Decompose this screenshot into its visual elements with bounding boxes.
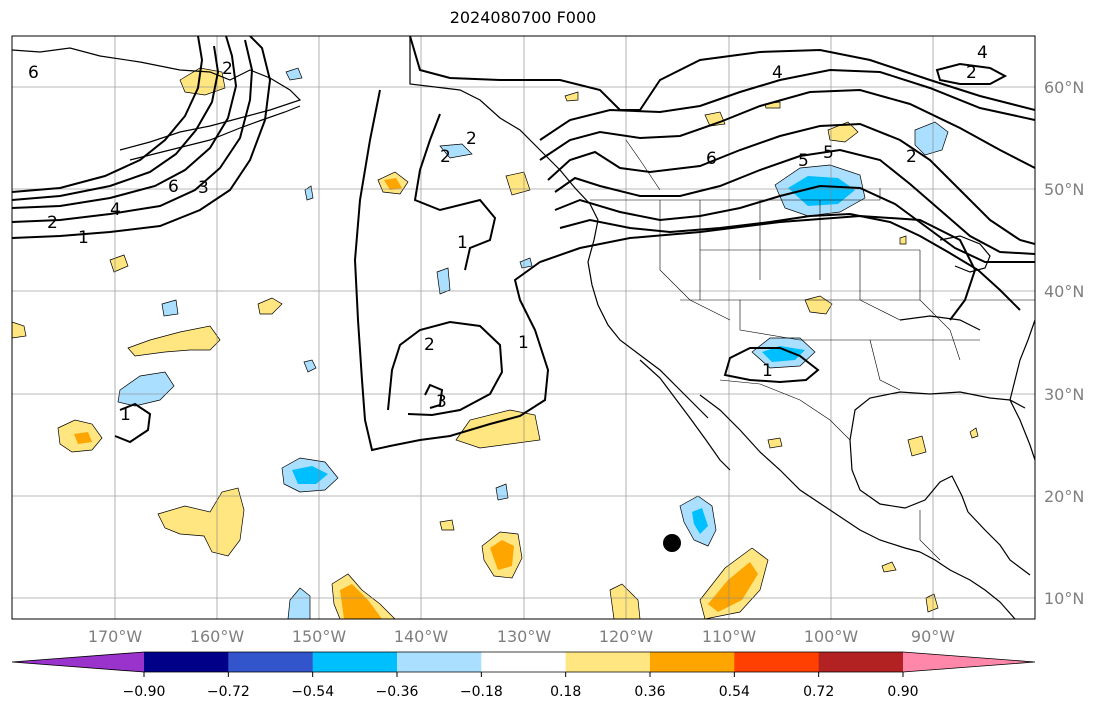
lat-label: 60°N bbox=[1044, 78, 1084, 97]
lon-label: 160°W bbox=[190, 627, 245, 646]
contour-label: 1 bbox=[457, 233, 468, 253]
contour-label: 2 bbox=[222, 59, 233, 79]
lat-label: 50°N bbox=[1044, 180, 1084, 199]
contour-label-group: 6 5 4 3 2 1 2 1 2 3 6 5 4 2 2 6 4 2 1 1 … bbox=[28, 43, 988, 425]
contour-label: 2 bbox=[906, 147, 917, 167]
contour-label: 4 bbox=[977, 43, 988, 63]
colorbar-tick-label: −0.54 bbox=[291, 684, 334, 700]
colorbar-segment bbox=[397, 652, 482, 672]
colorbar-extend-high bbox=[903, 652, 1035, 672]
colorbar-tick-label: 0.90 bbox=[887, 684, 918, 700]
colorbar-tick-label: 0.18 bbox=[550, 684, 581, 700]
contour-label: 6 bbox=[168, 177, 179, 197]
colorbar-tick-label: −0.36 bbox=[376, 684, 419, 700]
contour-label: 1 bbox=[120, 405, 131, 425]
longitude-labels: 170°W 160°W 150°W 140°W 130°W 120°W 110°… bbox=[88, 627, 955, 646]
lon-label: 90°W bbox=[911, 627, 955, 646]
colorbar-segment bbox=[734, 652, 820, 672]
lon-label: 120°W bbox=[599, 627, 654, 646]
lat-label: 30°N bbox=[1044, 385, 1084, 404]
lon-label: 170°W bbox=[88, 627, 143, 646]
lon-label: 110°W bbox=[702, 627, 757, 646]
map-frame bbox=[11, 35, 1036, 620]
colorbar-segment bbox=[312, 652, 398, 672]
contour-label: 1 bbox=[78, 228, 89, 248]
location-marker bbox=[663, 534, 681, 552]
lon-label: 140°W bbox=[394, 627, 449, 646]
contour-label: 6 bbox=[706, 149, 717, 169]
contour-label: 6 bbox=[28, 63, 39, 83]
contour-label: 2 bbox=[440, 147, 451, 167]
contour-label: 2 bbox=[966, 63, 977, 83]
latitude-labels: 60°N 50°N 40°N 30°N 20°N 10°N bbox=[1044, 78, 1084, 608]
lon-label: 130°W bbox=[497, 627, 552, 646]
contour-label: 2 bbox=[424, 335, 435, 355]
contour-label: 2 bbox=[47, 213, 58, 233]
contour-label: 4 bbox=[772, 63, 783, 83]
borders bbox=[590, 139, 1035, 561]
colorbar-tick-label: −0.90 bbox=[123, 684, 166, 700]
contour-label: 5 bbox=[798, 151, 809, 171]
contour-label: 1 bbox=[518, 333, 529, 353]
lon-label: 100°W bbox=[804, 627, 859, 646]
lat-label: 10°N bbox=[1044, 589, 1084, 608]
contour-label: 2 bbox=[466, 129, 477, 149]
colorbar: −0.90 −0.72 −0.54 −0.36 −0.18 0.18 0.36 0.54 0.7… bbox=[11, 651, 1036, 700]
colorbar-segment bbox=[144, 652, 229, 672]
graticule bbox=[12, 36, 1035, 619]
coastlines bbox=[12, 36, 1035, 619]
contour-label: 5 bbox=[823, 143, 834, 163]
contour-label: 3 bbox=[436, 392, 447, 412]
map-title: 2024080700 F000 bbox=[449, 8, 597, 27]
lon-label: 150°W bbox=[292, 627, 347, 646]
colorbar-tick-label: −0.72 bbox=[207, 684, 250, 700]
colorbar-tick-label: 0.54 bbox=[719, 684, 750, 700]
colorbar-segment bbox=[818, 652, 904, 672]
contour-label: 3 bbox=[198, 178, 209, 198]
shaded-anomalies bbox=[12, 67, 979, 619]
colorbar-tick-label: −0.18 bbox=[460, 684, 503, 700]
colorbar-segment bbox=[565, 652, 651, 672]
colorbar-segment bbox=[650, 652, 735, 672]
contour-label: 1 bbox=[762, 361, 773, 381]
contour-label: 4 bbox=[110, 200, 121, 220]
contour-lines bbox=[12, 36, 1035, 452]
lat-label: 20°N bbox=[1044, 487, 1084, 506]
colorbar-extend-low bbox=[12, 652, 144, 672]
lat-label: 40°N bbox=[1044, 282, 1084, 301]
map-area bbox=[12, 36, 1035, 619]
colorbar-segment bbox=[481, 652, 567, 672]
colorbar-tick-label: 0.36 bbox=[634, 684, 665, 700]
colorbar-tick-label: 0.72 bbox=[803, 684, 834, 700]
colorbar-segment bbox=[228, 652, 314, 672]
